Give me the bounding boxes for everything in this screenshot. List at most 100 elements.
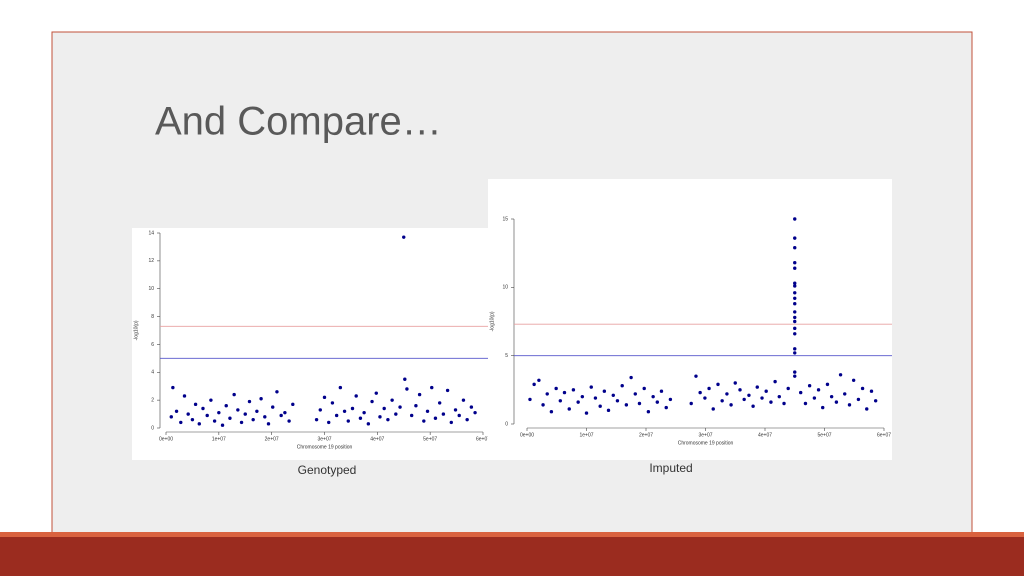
data-point <box>422 419 426 423</box>
data-point <box>703 396 707 400</box>
data-point <box>799 390 803 395</box>
data-point <box>593 396 598 400</box>
data-point <box>259 397 263 401</box>
data-point <box>793 370 797 374</box>
data-point <box>773 379 777 384</box>
data-point <box>707 386 711 391</box>
data-point <box>793 246 797 250</box>
data-point <box>764 389 768 393</box>
y-tick-label: 10 <box>502 285 508 291</box>
data-point <box>576 400 580 404</box>
data-point <box>829 394 834 399</box>
data-point <box>473 410 477 415</box>
data-point <box>793 347 797 351</box>
data-point <box>793 319 797 324</box>
data-point <box>793 284 797 288</box>
data-point <box>224 404 228 408</box>
data-point <box>558 399 563 403</box>
chart: 0 2 4 6 8 10 12 14 0e+00 1e+07 2e+07 3e+07 4e+07 5e+0… <box>132 228 490 460</box>
data-point <box>615 399 620 403</box>
x-tick-label: 6e+07 <box>476 436 490 442</box>
data-point <box>698 390 702 395</box>
data-point <box>738 388 742 392</box>
data-point <box>405 387 409 391</box>
data-point <box>217 410 221 415</box>
x-tick-label: 0e+00 <box>159 436 173 442</box>
x-axis-label: Chromosome 19 position <box>678 440 734 446</box>
y-axis-label: -log10(p) <box>489 311 495 331</box>
y-tick-label: 0 <box>151 425 154 431</box>
data-point <box>793 315 797 320</box>
data-point <box>562 390 567 395</box>
footer-band <box>0 537 1024 576</box>
data-point <box>598 404 602 408</box>
data-point <box>263 415 267 419</box>
x-tick-label: 2e+07 <box>265 436 279 442</box>
data-point <box>409 413 414 418</box>
data-point <box>402 235 406 239</box>
data-point <box>291 402 295 407</box>
data-point <box>689 401 693 406</box>
data-point <box>322 395 327 400</box>
data-point <box>869 389 874 393</box>
data-point <box>236 408 240 412</box>
x-tick-label: 1e+07 <box>579 432 593 438</box>
data-point <box>390 398 394 402</box>
data-point <box>812 396 817 400</box>
data-point <box>580 394 585 399</box>
x-tick-label: 4e+07 <box>370 436 384 442</box>
data-point <box>637 401 642 406</box>
data-point <box>716 382 720 387</box>
data-point <box>169 415 173 419</box>
data-point <box>465 417 469 422</box>
data-point <box>283 410 287 415</box>
x-tick-label: 5e+07 <box>817 432 831 438</box>
data-point <box>851 378 856 382</box>
data-point <box>437 401 442 405</box>
data-point <box>350 406 355 411</box>
caption: Imputed <box>649 461 692 475</box>
data-point <box>793 281 797 285</box>
data-point <box>398 405 402 409</box>
data-point <box>651 394 655 399</box>
y-tick-label: 12 <box>148 258 154 264</box>
data-point <box>228 416 232 420</box>
data-point <box>567 407 571 411</box>
y-tick-label: 15 <box>502 216 508 222</box>
data-point <box>179 420 183 425</box>
data-point <box>747 393 751 397</box>
data-point <box>461 398 466 402</box>
y-axis-label: -log10(p) <box>133 320 139 340</box>
data-point <box>602 389 607 393</box>
data-point <box>334 413 339 418</box>
data-point <box>362 410 366 415</box>
x-axis-label: Chromosome 19 position <box>297 444 353 450</box>
data-point <box>793 302 797 306</box>
data-point <box>243 412 247 416</box>
data-point <box>279 413 283 418</box>
accent-stripe <box>0 532 1024 537</box>
data-point <box>266 422 271 426</box>
x-tick-label: 2e+07 <box>639 432 653 438</box>
data-point <box>584 411 589 415</box>
data-point <box>220 423 225 427</box>
data-point <box>793 351 797 355</box>
data-point <box>275 390 279 394</box>
x-tick-label: 5e+07 <box>423 436 437 442</box>
data-point <box>733 381 737 385</box>
data-point <box>232 392 236 397</box>
data-point <box>171 385 175 390</box>
chart: 0 5 10 15 0e+00 1e+07 2e+07 3e+07 4e+07 5e+07 6e+0… <box>488 179 892 460</box>
data-point <box>711 407 715 411</box>
data-point <box>760 396 764 400</box>
data-point <box>611 393 615 397</box>
x-tick-label: 3e+07 <box>698 432 712 438</box>
data-point <box>606 408 611 413</box>
data-point <box>532 382 536 387</box>
x-tick-label: 4e+07 <box>758 432 772 438</box>
data-point <box>793 217 797 221</box>
data-point <box>571 388 576 392</box>
data-point <box>633 392 637 396</box>
data-point <box>624 403 629 407</box>
